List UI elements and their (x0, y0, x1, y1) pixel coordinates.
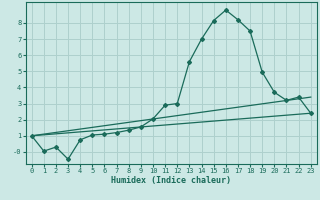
X-axis label: Humidex (Indice chaleur): Humidex (Indice chaleur) (111, 176, 231, 185)
